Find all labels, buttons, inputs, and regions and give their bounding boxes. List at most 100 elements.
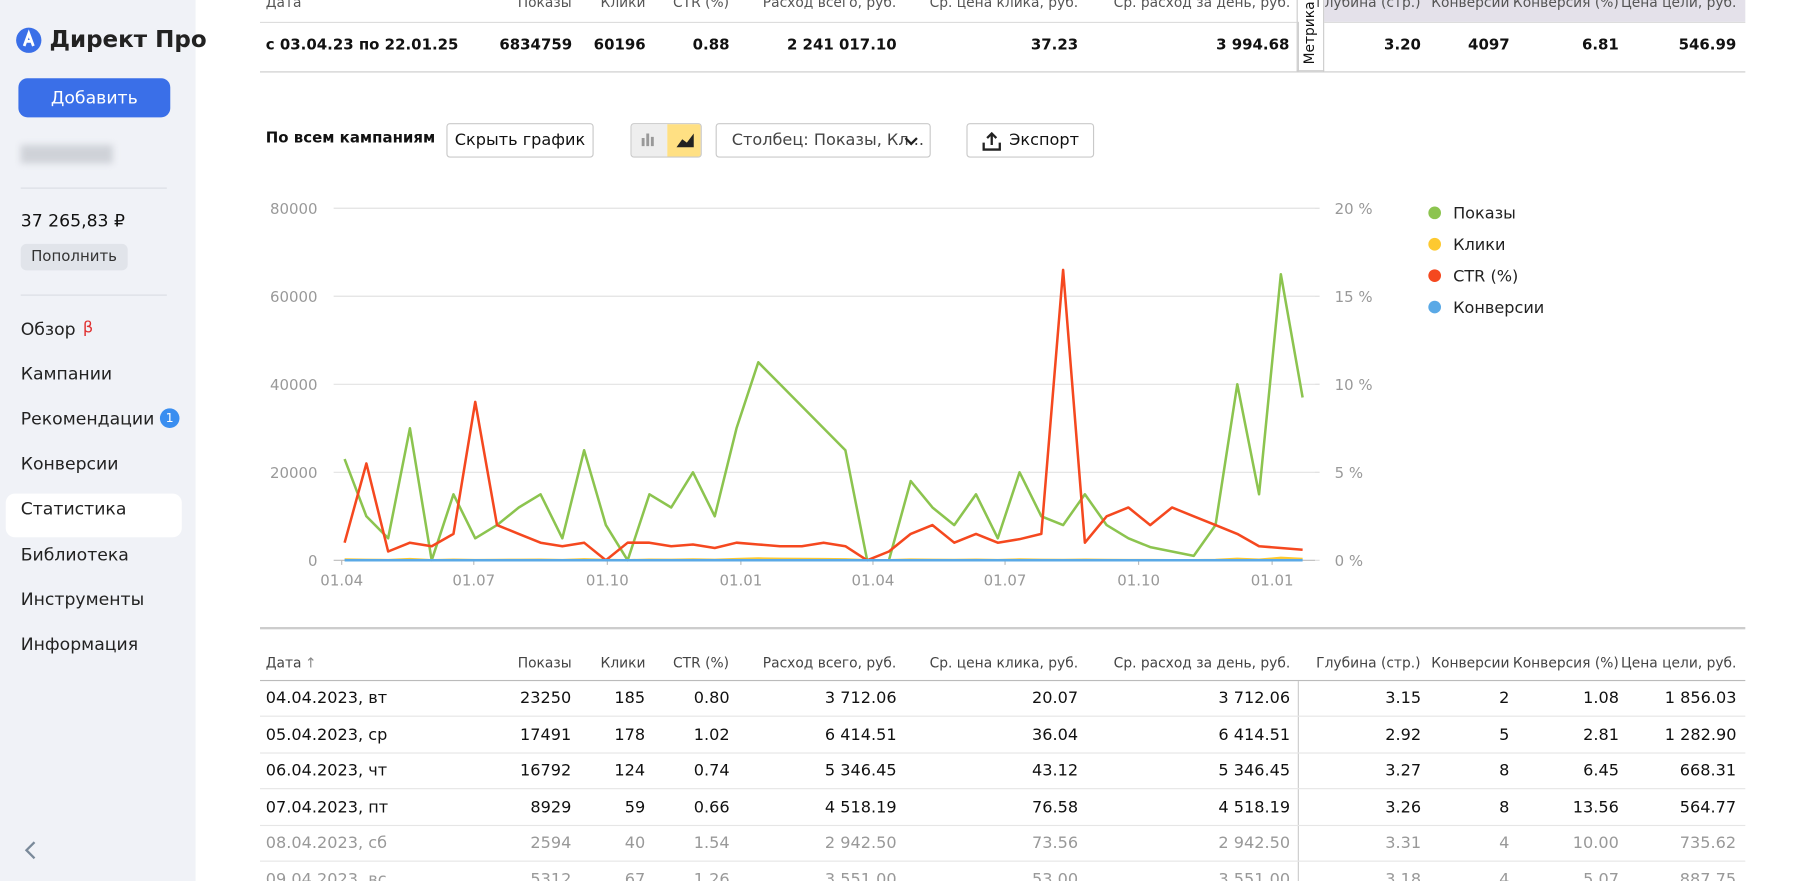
- table-cell: 53.00: [1031, 870, 1079, 881]
- table-cell: 1.54: [693, 834, 730, 853]
- table-cell: 8929: [530, 798, 572, 817]
- table-cell: 8: [1499, 798, 1510, 817]
- y-tick-label: 20000: [270, 464, 318, 482]
- table-cell: 3.27: [1385, 761, 1422, 781]
- table-cell: 13.56: [1572, 798, 1619, 817]
- y-tick-label: 40000: [270, 376, 318, 394]
- x-tick-label: 01.10: [586, 572, 629, 590]
- column-header: Глубина (стр.): [1316, 654, 1421, 671]
- table-cell: 1 856.03: [1664, 689, 1737, 708]
- table-cell: 3 712.06: [824, 689, 897, 708]
- table-cell: 16792: [520, 761, 572, 781]
- legend-label: CTR (%): [1453, 266, 1518, 285]
- menu-item[interactable]: Обзор: [20, 318, 76, 340]
- table-cell: 1.02: [693, 725, 730, 744]
- table-cell: 0.66: [693, 798, 730, 817]
- y2-tick-label: 5 %: [1335, 464, 1363, 482]
- legend-marker: [1428, 300, 1442, 314]
- sidebar: Директ Про Добавить 37 265,83 ₽ Пополнит…: [0, 0, 207, 881]
- balance: 37 265,83 ₽: [20, 210, 126, 232]
- table-cell: 20.07: [1031, 689, 1079, 708]
- legend-label: Клики: [1453, 235, 1505, 254]
- metrika-tab[interactable]: Метрика: [1296, 0, 1325, 72]
- row-divider: [260, 751, 1746, 754]
- table-cell: 6 414.51: [1218, 725, 1291, 744]
- table-cell: 10.00: [1572, 834, 1619, 853]
- add-button[interactable]: Добавить: [18, 78, 171, 118]
- table-cell: 5 346.45: [824, 761, 897, 781]
- divider: [260, 627, 1746, 630]
- table-cell: 67: [624, 870, 646, 881]
- table-cell: 07.04.2023, пт: [265, 798, 389, 817]
- summary-column-header: Ср. цена клика, руб.: [929, 0, 1079, 11]
- table-cell: 09.04.2023, вс: [265, 870, 387, 881]
- table-cell: 4 518.19: [824, 798, 897, 817]
- table-cell: 2 942.50: [1218, 834, 1291, 853]
- table-cell: 05.04.2023, ср: [265, 725, 388, 744]
- table-cell: 185: [614, 689, 646, 708]
- table-cell: 43.12: [1031, 761, 1079, 781]
- table-cell: 3.31: [1385, 834, 1422, 853]
- table-cell: 0.74: [693, 761, 730, 781]
- menu-item[interactable]: Библиотека: [20, 543, 129, 565]
- x-tick-label: 01.01: [719, 572, 762, 590]
- summary-column-header: Расход всего, руб.: [762, 0, 897, 11]
- menu-item[interactable]: Кампании: [20, 363, 113, 385]
- table-cell: 4: [1499, 834, 1510, 853]
- export-icon: [982, 131, 1001, 151]
- divider: [20, 187, 167, 189]
- table-cell: 4 518.19: [1218, 798, 1291, 817]
- menu-item[interactable]: Конверсии: [20, 453, 119, 475]
- sort-indicator: ↑: [304, 654, 317, 671]
- menu-item[interactable]: Информация: [20, 633, 139, 655]
- menu-item[interactable]: Рекомендации: [20, 408, 155, 430]
- table-cell: 0.80: [693, 689, 730, 708]
- table-cell: 564.77: [1679, 798, 1737, 817]
- column-header: Конверсия (%): [1512, 654, 1619, 671]
- table-cell: 1.26: [693, 870, 730, 881]
- summary-cell: с 03.04.23 по 22.01.25: [265, 36, 459, 55]
- summary-cell: 0.88: [692, 36, 730, 55]
- summary-column-header: Конверсия (%): [1512, 0, 1619, 11]
- legend-marker: [1428, 269, 1442, 282]
- export-label: Экспорт: [1009, 131, 1079, 150]
- table-cell: 08.04.2023, сб: [265, 834, 388, 853]
- menu-item[interactable]: Инструменты: [20, 588, 145, 610]
- summary-cell: 6.81: [1581, 36, 1619, 55]
- table-cell: 5: [1499, 725, 1510, 744]
- y-tick-label: 0: [308, 552, 318, 570]
- table-cell: 4: [1499, 870, 1510, 881]
- active-item-bg: [5, 494, 182, 538]
- y-tick-label: 60000: [270, 288, 318, 306]
- collapse-icon[interactable]: [23, 840, 39, 861]
- menu-item[interactable]: Статистика: [20, 498, 127, 520]
- summary-cell: 546.99: [1678, 36, 1737, 55]
- table-cell: 2.92: [1385, 725, 1422, 744]
- top-up-button[interactable]: Пополнить: [20, 243, 128, 271]
- table-cell: 1.08: [1583, 689, 1619, 708]
- legend-label: Конверсии: [1453, 298, 1544, 317]
- summary-cell: 37.23: [1030, 36, 1079, 55]
- table-cell: 2.81: [1583, 725, 1619, 744]
- summary-cell: 2 241 017.10: [786, 36, 897, 55]
- hide-chart-button[interactable]: Скрыть график: [446, 123, 594, 158]
- column-header: Ср. цена клика, руб.: [929, 654, 1079, 671]
- column-select[interactable]: Столбец: Показы, Кл...: [715, 123, 931, 158]
- series-line: [343, 268, 1303, 562]
- column-separator: [1297, 21, 1299, 72]
- column-header: Клики: [600, 654, 646, 671]
- column-header: Цена цели, руб.: [1621, 654, 1737, 671]
- table-cell: 3.18: [1385, 870, 1422, 881]
- chart-type-toggle[interactable]: [630, 123, 702, 158]
- table-cell: 3.26: [1385, 798, 1422, 817]
- summary-header-shade: [1297, 0, 1746, 22]
- table-cell: 06.04.2023, чт: [265, 761, 388, 781]
- x-tick-label: 01.07: [984, 572, 1027, 590]
- table-cell: 6.45: [1583, 761, 1619, 781]
- table-cell: 124: [614, 761, 646, 781]
- table-cell: 668.31: [1679, 761, 1737, 781]
- export-button[interactable]: Экспорт: [966, 123, 1095, 158]
- divider: [260, 21, 1746, 24]
